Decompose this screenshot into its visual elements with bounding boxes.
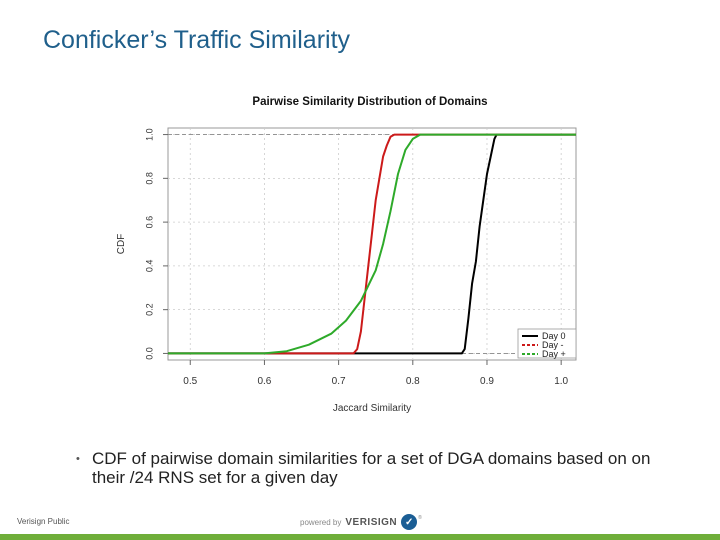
legend-label: Day - [542,340,564,350]
x-tick-label: 0.9 [480,376,494,387]
chart-title: Pairwise Similarity Distribution of Doma… [252,96,488,108]
y-tick-label: 0.6 [144,216,154,229]
footer-classification: Verisign Public [17,517,70,526]
y-tick-label: 0.4 [144,260,154,273]
legend-label: Day 0 [542,331,566,341]
x-tick-label: 0.5 [183,376,197,387]
trademark-icon: ® [418,515,422,521]
plot-frame [167,127,577,361]
footer-brand: powered by VERISIGN ✓ ® [300,512,422,532]
y-tick-label: 0.8 [144,172,154,185]
y-tick-label: 0.2 [144,303,154,316]
cdf-chart: 0.5 0.6 0.7 0.8 0.9 1.0 0.0 0.2 0.4 0.6 0.8 1.0 Jacc… [116,127,577,414]
series-line [168,133,576,355]
legend-label: Day + [542,349,566,359]
series-line [168,133,576,355]
bullet-text: CDF of pairwise domain similarities for … [92,449,651,487]
brand-name: VERISIGN [345,516,398,528]
x-tick-label: 1.0 [554,376,568,387]
footer-accent-bar [0,534,720,540]
x-axis-label: Jaccard Similarity [333,403,411,414]
slide-title: Conficker’s Traffic Similarity [43,26,351,54]
x-tick-label: 0.7 [332,376,346,387]
y-tick-label: 1.0 [144,128,154,141]
x-tick-label: 0.6 [257,376,271,387]
y-axis-label: CDF [116,234,127,255]
y-tick-label: 0.0 [144,347,154,360]
powered-by-label: powered by [300,517,342,527]
bullet-marker: • [76,453,80,465]
x-tick-label: 0.8 [406,376,420,387]
checkmark-logo-icon: ✓ [401,514,418,530]
series-line [168,133,576,355]
